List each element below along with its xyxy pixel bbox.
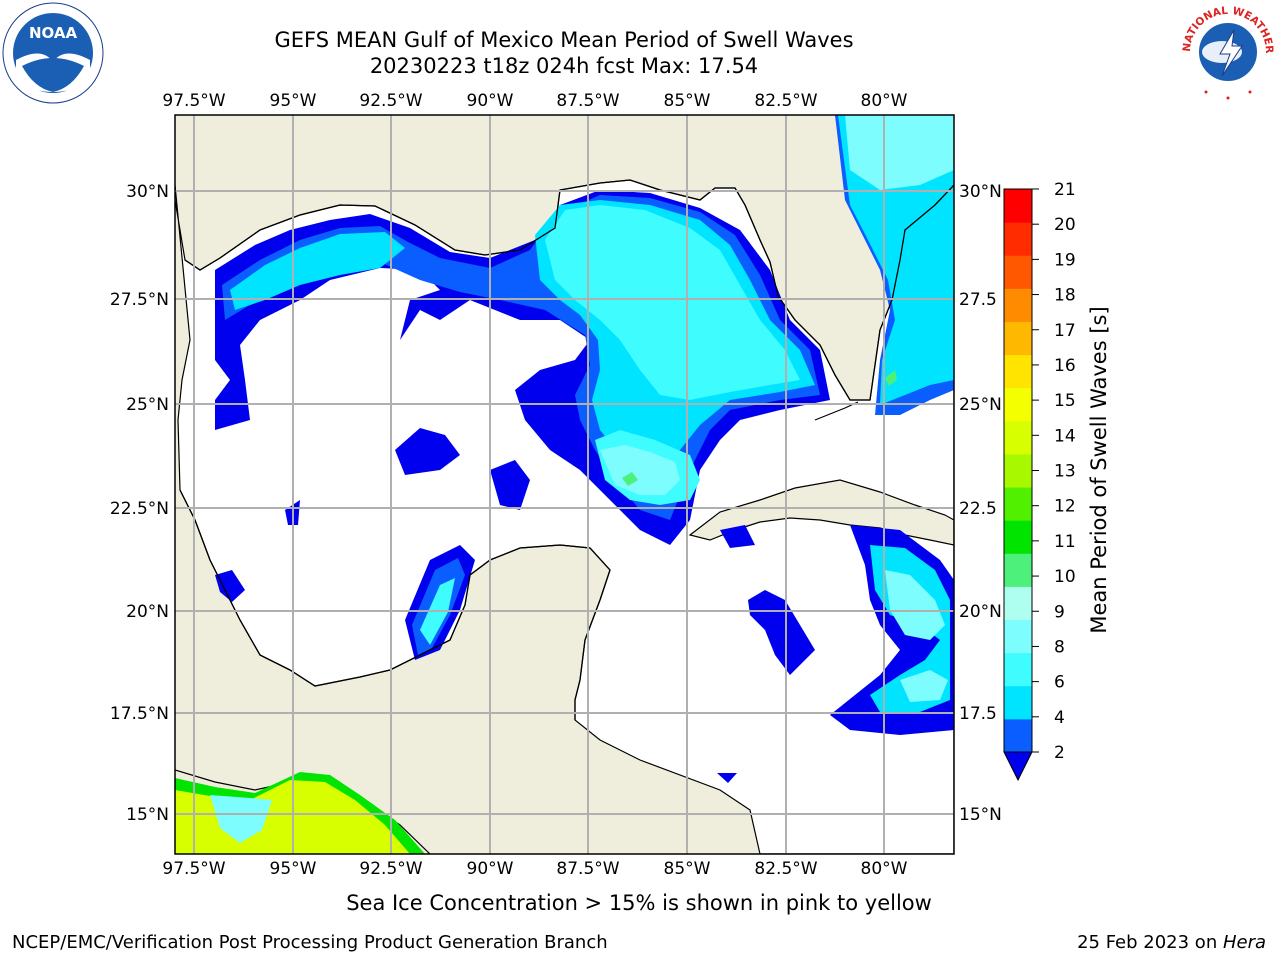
colorbar-segment [1004, 420, 1032, 455]
lat-label-left: 15°N [126, 805, 169, 825]
map-content [175, 115, 954, 854]
colorbar-tick-label: 18 [1054, 286, 1076, 306]
colorbar: 2 4 6 8 9 10 11 12 13 14 15 16 17 18 19 20 21 [1003, 180, 1076, 763]
swell-band-pale-cyan [600, 445, 680, 495]
lon-label-top: 85°W [664, 91, 711, 111]
lon-label-bottom: 95°W [270, 859, 317, 879]
swell-patch-6 [490, 460, 530, 510]
nws-logo-icon: NATIONAL WEATHER SERVICE [1176, 0, 1278, 102]
atlantic-swell-light [845, 115, 954, 190]
lat-label-right: 15°N [959, 805, 1002, 825]
colorbar-tick-label: 17 [1054, 321, 1076, 341]
atlantic-swell-cyan [838, 115, 954, 405]
lon-label-top: 95°W [270, 91, 317, 111]
colorbar-segment [1004, 222, 1032, 256]
atlantic-swell-green [885, 370, 897, 386]
lat-label-left: 30°N [126, 182, 169, 202]
credit-text: NCEP/EMC/Verification Post Processing Pr… [12, 932, 608, 953]
colorbar-segment [1004, 453, 1032, 488]
swell-band-green [622, 472, 638, 486]
lon-label-top: 97.5°W [162, 91, 225, 111]
colorbar-tick-label: 19 [1054, 250, 1076, 270]
colorbar-tick-label: 12 [1054, 497, 1076, 517]
colorbar-segment [1004, 288, 1032, 322]
colorbar-segment [1004, 255, 1032, 289]
cuba-land [688, 479, 954, 546]
colorbar-segment [1004, 718, 1032, 753]
lat-label-left: 25°N [126, 395, 169, 415]
swell-patch-2 [215, 570, 245, 602]
run-host: Hera [1222, 932, 1266, 953]
lat-label-right: 25°N [959, 395, 1002, 415]
colorbar-tick-label: 20 [1054, 215, 1076, 235]
colorbar-tick-label: 13 [1054, 462, 1076, 482]
colorbar-segment [1004, 189, 1032, 223]
lon-label-bottom: 92.5°W [359, 859, 422, 879]
noaa-logo-text: NOAA [29, 24, 78, 42]
lat-label-right: 20°N [959, 602, 1002, 622]
run-date: 25 Feb 2023 on Hera [1077, 932, 1266, 953]
lat-label-left: 27.5°N [110, 290, 169, 310]
colorbar-segment [1004, 553, 1032, 587]
colorbar-segment [1004, 354, 1032, 389]
colorbar-tick-label: 6 [1054, 673, 1065, 693]
ice-region-cyan [210, 795, 272, 843]
swell-patch-7 [720, 525, 755, 548]
caribbean-swell-light [885, 570, 948, 702]
colorbar-tick-label: 15 [1054, 391, 1076, 411]
lon-label-bottom: 87.5°W [556, 859, 619, 879]
swell-band-light-cyan [545, 205, 800, 505]
lon-label-bottom: 97.5°W [162, 859, 225, 879]
colorbar-tick-label: 14 [1054, 426, 1076, 446]
lon-label-bottom: 90°W [467, 859, 514, 879]
colorbar-tick-label: 16 [1054, 356, 1076, 376]
forecast-subtitle: 20230223 t18z 024h fcst Max: 17.54 [369, 54, 759, 78]
lat-label-left: 20°N [126, 602, 169, 622]
lon-label-top: 90°W [467, 91, 514, 111]
colorbar-tick-label: 21 [1054, 180, 1076, 200]
lat-label-right: 17.5 [959, 704, 997, 724]
lon-label-bottom: 80°W [861, 859, 908, 879]
graticule [175, 115, 954, 854]
colorbar-tick-label: 8 [1054, 637, 1065, 657]
lat-label-right: 22.5 [959, 499, 997, 519]
lat-label-left: 17.5°N [110, 704, 169, 724]
lon-label-bottom: 82.5°W [754, 859, 817, 879]
lat-label-left: 22.5°N [110, 499, 169, 519]
colorbar-segment [1004, 619, 1032, 654]
colorbar-tick-label: 4 [1054, 708, 1065, 728]
lon-label-top: 92.5°W [359, 91, 422, 111]
lat-label-right: 30°N [959, 182, 1002, 202]
lon-label-bottom: 85°W [664, 859, 711, 879]
sea-ice-note: Sea Ice Concentration > 15% is shown in … [346, 891, 932, 915]
lon-label-top: 80°W [861, 91, 908, 111]
noaa-logo-icon: NOAA [2, 2, 104, 104]
lon-label-top: 87.5°W [556, 91, 619, 111]
colorbar-tick-label: 10 [1054, 567, 1076, 587]
swell-patch-1 [395, 428, 460, 475]
colorbar-tick-label: 2 [1054, 743, 1065, 763]
colorbar-segment [1004, 387, 1032, 422]
colorbar-tick-label: 9 [1054, 602, 1065, 622]
colorbar-segment [1004, 487, 1032, 521]
colorbar-under-arrow [1003, 751, 1033, 782]
run-date-text: 25 Feb 2023 on [1077, 932, 1223, 953]
colorbar-segment [1004, 685, 1032, 720]
swell-patch-5 [717, 773, 737, 783]
colorbar-segment [1004, 586, 1032, 621]
map-title: GEFS MEAN Gulf of Mexico Mean Period of … [274, 28, 854, 52]
lon-label-top: 82.5°W [754, 91, 817, 111]
colorbar-segment [1004, 652, 1032, 687]
colorbar-segment [1004, 520, 1032, 554]
lat-label-right: 27.5 [959, 290, 997, 310]
map-frame [174, 114, 955, 855]
colorbar-segment [1004, 321, 1032, 356]
colorbar-tick-label: 11 [1054, 532, 1076, 552]
colorbar-label: Mean Period of Swell Waves [s] [1087, 306, 1111, 633]
